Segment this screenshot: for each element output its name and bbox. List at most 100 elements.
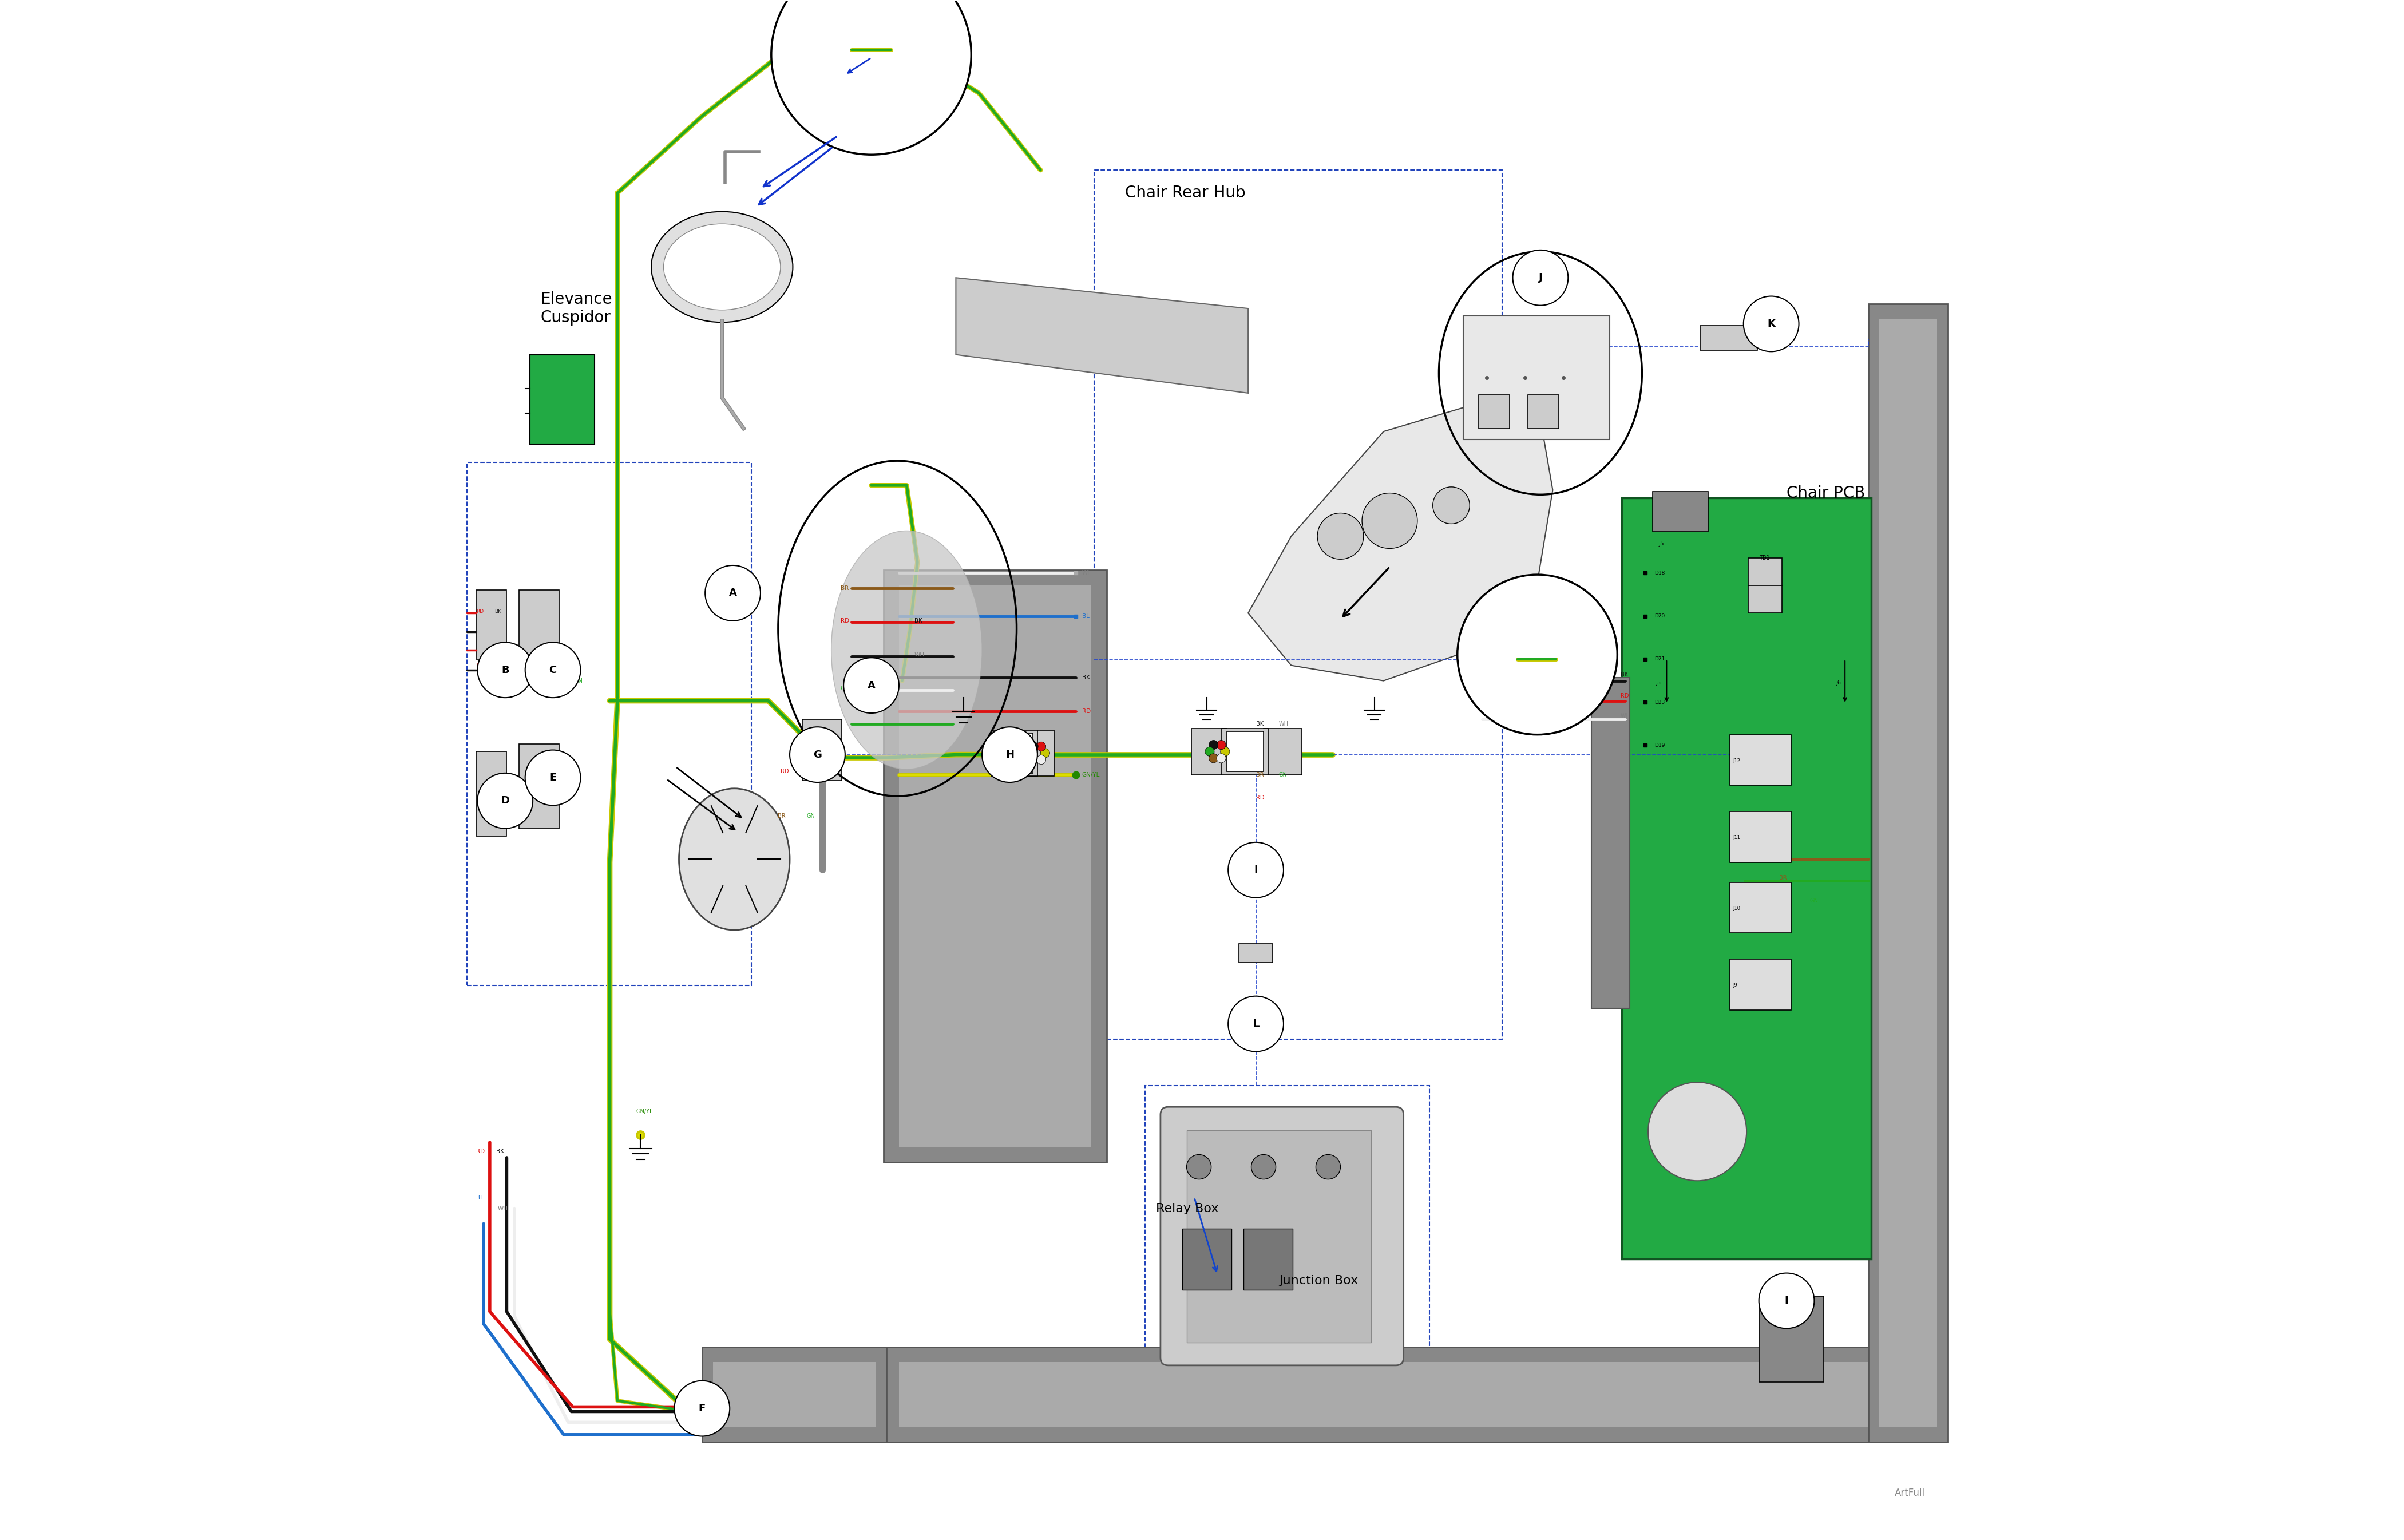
Circle shape (1024, 748, 1034, 758)
Text: BK: BK (914, 618, 923, 624)
Bar (1265, 728, 1303, 775)
Circle shape (772, 0, 971, 154)
Text: GN: GN (575, 678, 582, 684)
Circle shape (1209, 741, 1219, 750)
Text: RD: RD (476, 1149, 486, 1155)
Bar (885, 1348, 1882, 1443)
Text: Chair Rear Hub: Chair Rear Hub (1125, 185, 1245, 202)
Bar (1623, 497, 1870, 1260)
Bar (899, 1363, 1882, 1428)
Text: GN: GN (1810, 898, 1817, 904)
Circle shape (1041, 748, 1051, 758)
Circle shape (1036, 742, 1046, 752)
Text: H: H (1005, 750, 1014, 759)
Bar (1464, 316, 1611, 439)
Bar (519, 590, 560, 659)
Text: J6: J6 (1837, 679, 1841, 685)
Circle shape (1228, 842, 1284, 898)
Text: BK: BK (1255, 721, 1265, 727)
Bar (519, 744, 560, 829)
Circle shape (1188, 1155, 1212, 1180)
Circle shape (1363, 493, 1418, 548)
Bar (1748, 557, 1781, 585)
Text: D: D (500, 796, 510, 805)
Text: BR: BR (841, 585, 849, 591)
Bar (803, 719, 841, 781)
Bar (1868, 303, 1947, 1443)
Text: B: B (502, 665, 510, 675)
Text: RD: RD (1620, 693, 1630, 699)
Text: J: J (1539, 273, 1543, 283)
Circle shape (1204, 747, 1214, 756)
Text: WH: WH (1082, 570, 1091, 576)
Circle shape (1221, 747, 1231, 756)
Text: D23: D23 (1654, 699, 1664, 705)
Circle shape (478, 773, 534, 829)
Text: BK: BK (495, 608, 502, 614)
Bar (1529, 394, 1558, 428)
Text: BL: BL (1082, 613, 1089, 619)
Bar (1094, 169, 1502, 1040)
Text: D20: D20 (1654, 613, 1664, 619)
Bar (1226, 732, 1265, 772)
Circle shape (1315, 1155, 1341, 1180)
Text: RD: RD (1082, 708, 1091, 715)
Circle shape (1036, 755, 1046, 764)
Circle shape (1216, 753, 1226, 762)
Circle shape (1029, 742, 1039, 752)
Circle shape (1512, 249, 1567, 305)
Text: BK: BK (495, 662, 502, 668)
Text: WH: WH (914, 651, 926, 658)
Bar (1243, 1229, 1293, 1291)
Circle shape (820, 755, 829, 764)
Text: RD: RD (476, 608, 483, 614)
Bar (714, 1363, 875, 1428)
Bar (1478, 394, 1510, 428)
Bar (1188, 1130, 1370, 1343)
Text: F: F (700, 1403, 704, 1414)
Text: ArtFull: ArtFull (1894, 1488, 1926, 1498)
Text: A: A (868, 681, 875, 690)
Text: BK: BK (524, 790, 531, 796)
Bar (1652, 491, 1709, 531)
Ellipse shape (664, 223, 781, 310)
Circle shape (817, 761, 827, 770)
Bar (1183, 1229, 1231, 1291)
Text: BK: BK (495, 1149, 505, 1155)
Polygon shape (1248, 403, 1553, 681)
Text: RD: RD (476, 662, 483, 668)
Text: Junction Box: Junction Box (1279, 1275, 1358, 1286)
Bar (529, 354, 594, 444)
Text: E: E (551, 773, 555, 782)
Text: D19: D19 (1654, 742, 1666, 748)
Circle shape (524, 642, 579, 698)
Ellipse shape (678, 788, 791, 930)
Bar (476, 752, 507, 836)
Bar (1880, 319, 1938, 1428)
Circle shape (1649, 1083, 1748, 1181)
Text: TB1: TB1 (1760, 554, 1769, 561)
Circle shape (704, 565, 760, 621)
Bar (466, 462, 752, 986)
Circle shape (810, 761, 817, 770)
Circle shape (791, 727, 846, 782)
Text: RD: RD (781, 768, 789, 775)
Text: I: I (1784, 1295, 1789, 1306)
Text: D21: D21 (1654, 656, 1664, 662)
Text: J12: J12 (1733, 758, 1740, 764)
Bar (1728, 959, 1791, 1010)
Circle shape (1433, 487, 1469, 524)
Text: WH: WH (1279, 721, 1289, 727)
Text: WH: WH (498, 1206, 507, 1212)
Text: YL: YL (546, 762, 553, 768)
Bar (1728, 882, 1791, 933)
Text: C: C (548, 665, 558, 675)
Text: WH: WH (1620, 713, 1630, 719)
Bar (476, 590, 507, 659)
Text: D18: D18 (1654, 570, 1666, 576)
Circle shape (524, 750, 579, 805)
Text: Chair PCB: Chair PCB (1786, 485, 1866, 501)
Bar (1779, 524, 1882, 1009)
Circle shape (1228, 996, 1284, 1052)
Text: GN: GN (1279, 772, 1289, 778)
